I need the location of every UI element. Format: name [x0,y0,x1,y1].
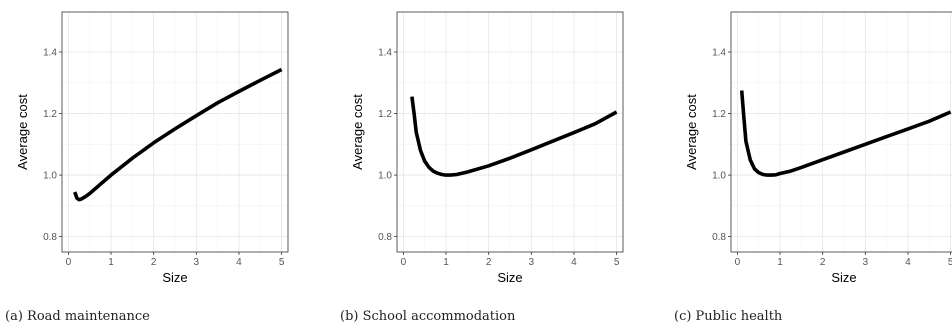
y-axis-title: Average cost [15,94,30,170]
caption-b: (b) School accommodation [340,309,516,324]
x-tick-label: 5 [614,257,620,268]
y-tick-label: 1.2 [712,109,726,120]
x-tick-label: 1 [777,257,783,268]
y-axis-title: Average cost [684,94,699,170]
y-tick-label: 1.4 [43,48,57,59]
y-axis-title: Average cost [350,94,365,170]
x-tick-label: 3 [863,257,869,268]
plot-border [396,11,624,253]
y-tick-label: 0.8 [378,232,392,243]
y-tick-label: 1.2 [43,109,57,120]
y-tick-label: 1.0 [712,171,726,182]
chart-panel-b: 0 1 2 3 4 5 0.8 1.0 1.2 1.4 Size Average cost (b) S… [335,0,645,330]
y-tick-label: 0.8 [43,232,57,243]
y-tick-label: 1.4 [378,48,392,59]
plot-border [730,11,952,253]
x-tick-label: 1 [108,257,114,268]
plot-border [61,11,289,253]
y-tick-label: 1.4 [712,48,726,59]
x-tick-label: 0 [66,257,72,268]
x-axis-title: Size [162,270,187,285]
series-line [739,90,952,177]
caption-c: (c) Public health [674,309,783,324]
caption-a: (a) Road maintenance [5,309,150,324]
x-tick-label: 0 [401,257,407,268]
y-tick-label: 0.8 [712,232,726,243]
series-line [73,67,283,202]
x-axis-title: Size [831,270,856,285]
chart-a: 0 1 2 3 4 5 0.8 1.0 1.2 1.4 Size Average cost [15,11,289,285]
x-axis-title: Size [497,270,522,285]
x-tick-label: 5 [948,257,952,268]
y-tick-label: 1.0 [378,171,392,182]
x-tick-label: 4 [236,257,242,268]
y-tick-label: 1.0 [43,171,57,182]
chart-c: 0 1 2 3 4 5 0.8 1.0 1.2 1.4 Size Average cost [684,11,952,285]
x-tick-label: 3 [194,257,200,268]
x-tick-label: 5 [279,257,285,268]
x-tick-label: 3 [529,257,535,268]
chart-b: 0 1 2 3 4 5 0.8 1.0 1.2 1.4 Size Average cost [350,11,624,285]
x-tick-label: 2 [151,257,157,268]
chart-panel-c: 0 1 2 3 4 5 0.8 1.0 1.2 1.4 Size Average cost (c) P… [669,0,952,330]
chart-panel-a: 0 1 2 3 4 5 0.8 1.0 1.2 1.4 Size Average cost (a) R… [0,0,310,330]
x-tick-label: 2 [486,257,492,268]
x-tick-label: 4 [905,257,911,268]
x-tick-label: 4 [571,257,577,268]
y-tick-label: 1.2 [378,109,392,120]
x-tick-label: 1 [443,257,449,268]
x-tick-label: 2 [820,257,826,268]
x-tick-label: 0 [735,257,741,268]
series-line [410,96,618,177]
